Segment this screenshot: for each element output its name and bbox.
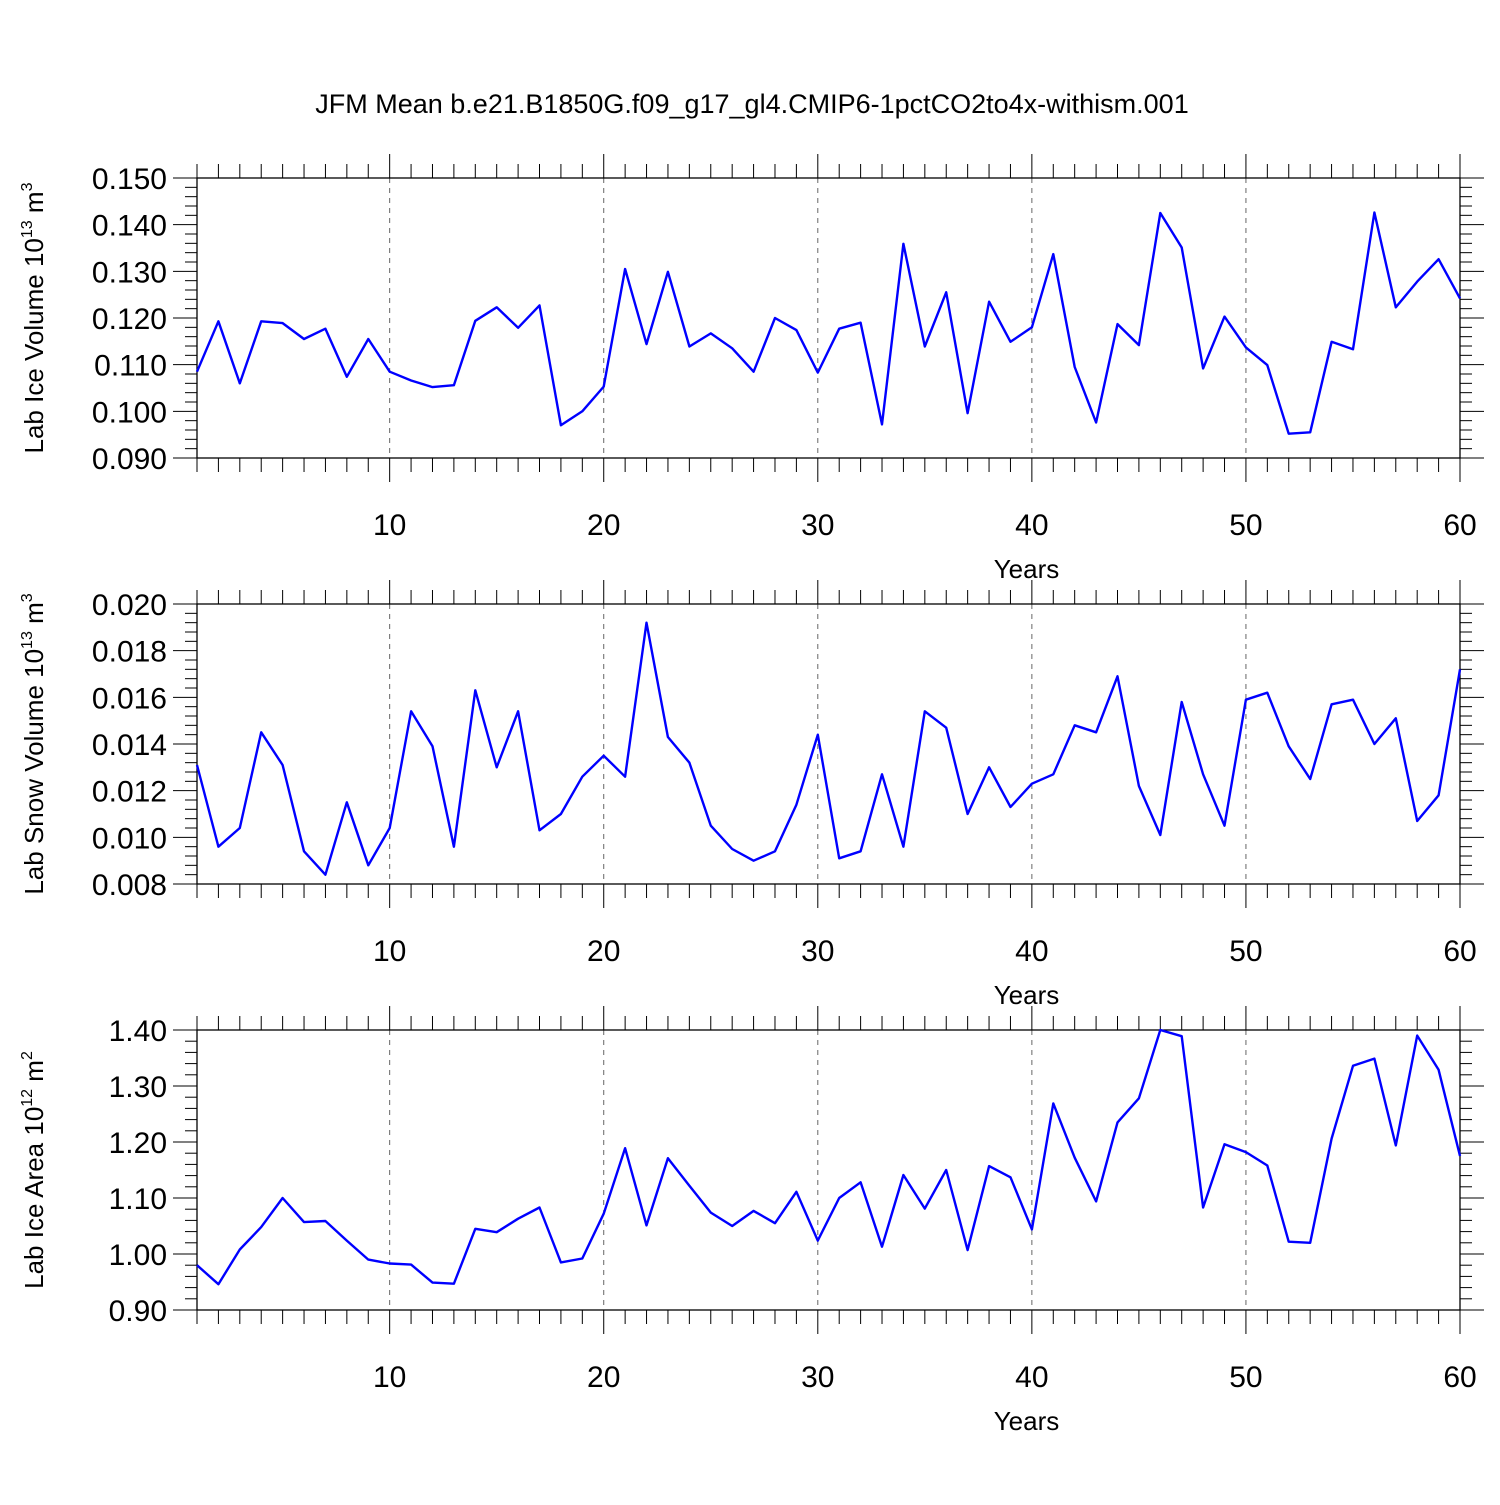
y-axis-label-main: Lab Ice Volume 10	[19, 238, 49, 453]
x-tick-label: 50	[1229, 1361, 1262, 1394]
y-axis-label: Lab Ice Volume 1013 m3	[19, 182, 49, 453]
y-tick-label: 0.010	[92, 822, 167, 855]
y-axis-label: Lab Ice Area 1012 m2	[19, 1051, 49, 1289]
y-tick-label: 0.014	[92, 729, 167, 762]
x-tick-label: 20	[587, 509, 620, 542]
y-axis-label-main: Lab Ice Area 10	[19, 1107, 49, 1289]
y-tick-label: 0.016	[92, 682, 167, 715]
y-tick-label: 1.00	[109, 1239, 167, 1272]
x-tick-label: 60	[1443, 509, 1476, 542]
y-axis-label-exponent: 13	[19, 220, 36, 238]
x-tick-label: 10	[373, 935, 406, 968]
x-tick-label: 50	[1229, 935, 1262, 968]
x-axis-label: Years	[994, 554, 1060, 584]
y-axis-label-unit: m	[19, 1060, 49, 1089]
y-axis-label-unit: m	[19, 191, 49, 220]
y-tick-label: 0.110	[94, 350, 167, 383]
y-tick-label: 0.018	[92, 636, 167, 669]
y-tick-label: 0.020	[92, 589, 167, 622]
y-axis-label-exponent: 13	[19, 631, 36, 649]
x-tick-label: 40	[1015, 1361, 1048, 1394]
figure-title: JFM Mean b.e21.B1850G.f09_g17_gl4.CMIP6-…	[315, 89, 1188, 119]
panel-3: 0.90 1.00 1.10 1.20 1.30 1.40 10 20 30 40 50 60 Year…	[19, 1006, 1484, 1436]
x-tick-label: 40	[1015, 935, 1048, 968]
y-axis-label-unit-exponent: 3	[19, 182, 36, 191]
plot-frame	[197, 178, 1460, 458]
x-tick-label: 40	[1015, 509, 1048, 542]
x-axis-label: Years	[994, 980, 1060, 1010]
x-tick-label: 50	[1229, 509, 1262, 542]
y-tick-label: 1.30	[109, 1071, 167, 1104]
y-tick-label: 0.90	[109, 1295, 167, 1328]
x-tick-label: 20	[587, 1361, 620, 1394]
y-tick-label: 1.40	[109, 1015, 167, 1048]
y-axis-label-main: Lab Snow Volume 10	[19, 649, 49, 895]
y-tick-label: 1.20	[109, 1127, 167, 1160]
x-tick-label: 60	[1443, 935, 1476, 968]
y-tick-label: 0.150	[92, 163, 167, 196]
y-axis-label-unit-exponent: 3	[19, 593, 36, 602]
y-axis-label-exponent: 12	[19, 1089, 36, 1107]
x-tick-label: 30	[801, 509, 834, 542]
series-line	[197, 213, 1460, 434]
y-tick-label: 0.090	[92, 443, 167, 476]
plot-frame	[197, 604, 1460, 884]
y-tick-label: 1.10	[109, 1183, 167, 1216]
x-axis-label: Years	[994, 1406, 1060, 1436]
y-axis-label-unit: m	[19, 602, 49, 631]
y-tick-label: 0.130	[92, 256, 167, 289]
y-tick-label: 0.012	[92, 776, 167, 809]
y-tick-label: 0.120	[92, 303, 167, 336]
series-line	[197, 623, 1460, 875]
y-axis-label-unit-exponent: 2	[19, 1051, 36, 1060]
y-tick-label: 0.100	[92, 396, 167, 429]
panel-1: 0.090 0.100 0.110 0.120 0.130 0.140 0.150 10 20 3…	[19, 154, 1484, 584]
x-tick-label: 20	[587, 935, 620, 968]
x-tick-label: 10	[373, 509, 406, 542]
x-tick-label: 10	[373, 1361, 406, 1394]
x-tick-label: 60	[1443, 1361, 1476, 1394]
series-line	[197, 1030, 1460, 1284]
y-tick-label: 0.008	[92, 869, 167, 902]
y-axis-label: Lab Snow Volume 1013 m3	[19, 593, 49, 894]
x-tick-label: 30	[801, 935, 834, 968]
y-tick-label: 0.140	[92, 210, 167, 243]
x-tick-label: 30	[801, 1361, 834, 1394]
plot-frame	[197, 1030, 1460, 1310]
panel-2: 0.008 0.010 0.012 0.014 0.016 0.018 0.020 10 20 3…	[19, 580, 1484, 1010]
